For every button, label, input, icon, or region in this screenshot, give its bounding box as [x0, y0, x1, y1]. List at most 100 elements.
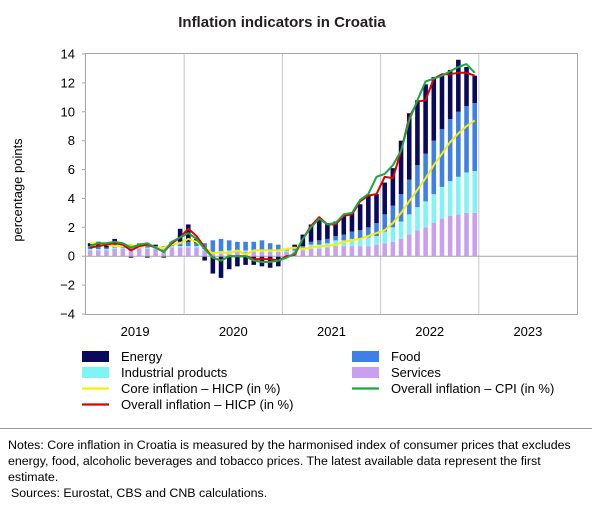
bar-industrial-products-2022-10 — [456, 176, 461, 215]
legend-label-overall-inflation-hicp-in: Overall inflation – HICP (in %) — [121, 397, 293, 412]
bar-services-2021-11 — [366, 246, 371, 257]
bar-energy-2019-08 — [145, 256, 150, 258]
y-tick-label: 2 — [68, 220, 75, 235]
bar-industrial-products-2021-09 — [349, 238, 355, 247]
y-tick-label: 4 — [68, 191, 75, 206]
bar-energy-2022-12 — [472, 75, 477, 104]
bar-industrial-products-2019-08 — [145, 247, 150, 249]
bar-energy-2019-06 — [128, 256, 134, 258]
bar-energy-2021-10 — [357, 204, 363, 231]
bar-services-2019-01 — [87, 250, 93, 257]
bar-energy-2020-08 — [243, 256, 248, 265]
bar-services-2021-01 — [284, 251, 289, 257]
bar-food-2020-10 — [259, 240, 265, 251]
bar-food-2022-01 — [382, 214, 387, 232]
bar-food-2022-04 — [406, 179, 412, 215]
bar-services-2020-05 — [218, 253, 224, 257]
bar-services-2019-03 — [104, 250, 109, 257]
bar-services-2019-04 — [112, 249, 117, 257]
y-tick-label: 0 — [68, 249, 75, 264]
bar-energy-2021-06 — [325, 223, 330, 239]
bar-services-2019-02 — [95, 250, 101, 257]
inflation-chart: Inflation indicators in Croatia −4 −2 0 2 4 6… — [0, 14, 592, 429]
bar-energy-2019-10 — [161, 256, 167, 258]
y-tick-label: 6 — [68, 162, 75, 177]
bar-energy-2021-11 — [366, 195, 371, 228]
bar-services-2021-03 — [300, 250, 306, 257]
bar-services-2022-03 — [398, 238, 404, 257]
bar-food-2020-11 — [267, 243, 273, 251]
bar-food-2020-01 — [186, 241, 191, 247]
bar-food-2022-12 — [472, 103, 477, 171]
bar-energy-2020-04 — [210, 256, 216, 274]
bar-food-2020-04 — [210, 240, 216, 252]
bar-food-2022-07 — [431, 140, 437, 195]
bar-energy-2021-02 — [292, 244, 297, 248]
bar-industrial-products-2022-11 — [464, 172, 469, 213]
legend-swatch-industrial-products — [82, 367, 109, 378]
legend-swatch-energy — [82, 351, 109, 362]
bar-industrial-products-2022-05 — [415, 207, 420, 231]
bar-energy-2021-07 — [333, 221, 338, 236]
bar-industrial-products-2020-06 — [226, 250, 232, 252]
bar-energy-2022-06 — [423, 84, 428, 154]
bar-food-2021-07 — [333, 236, 338, 241]
bar-industrial-products-2022-08 — [439, 186, 445, 219]
bar-services-2020-02 — [194, 247, 199, 257]
legend-label-food: Food — [391, 349, 421, 364]
bar-services-2021-04 — [308, 249, 314, 257]
legend-label-services: Services — [391, 365, 441, 380]
y-tick-label: 8 — [68, 133, 75, 148]
bar-services-2020-04 — [210, 253, 216, 257]
bar-industrial-products-2021-01 — [284, 250, 289, 252]
bar-services-2020-01 — [186, 247, 191, 257]
y-tick-label: 14 — [61, 47, 75, 62]
bar-energy-2022-01 — [382, 182, 387, 215]
bar-services-2022-08 — [439, 218, 445, 257]
y-tick-label: 12 — [61, 75, 75, 90]
bar-energy-2022-03 — [398, 140, 404, 195]
bar-food-2020-02 — [194, 243, 199, 247]
bar-services-2022-12 — [472, 212, 477, 257]
bar-industrial-products-2020-08 — [243, 250, 248, 252]
chart-title: Inflation indicators in Croatia — [178, 14, 386, 31]
legend-label-energy: Energy — [121, 349, 163, 364]
bar-food-2020-12 — [276, 244, 281, 251]
bar-food-2021-02 — [292, 247, 297, 251]
bar-services-2020-11 — [267, 251, 273, 257]
y-axis-ticks: −4 −2 0 2 4 6 8 10 12 14 — [60, 47, 86, 322]
bar-services-2022-04 — [406, 234, 412, 257]
inflation-lines — [89, 63, 476, 263]
bar-industrial-products-2022-06 — [423, 201, 428, 228]
bar-food-2022-11 — [464, 106, 469, 173]
bar-energy-2022-04 — [406, 113, 412, 180]
bar-services-2022-02 — [390, 241, 396, 257]
x-axis-ticks: 2019 2020 2021 2022 2023 — [121, 324, 543, 339]
bar-industrial-products-2022-09 — [447, 181, 453, 216]
bar-industrial-products-2019-03 — [104, 249, 109, 251]
bar-industrial-products-2021-10 — [357, 238, 363, 247]
legend-swatch-services — [352, 367, 379, 378]
bar-industrial-products-2021-12 — [374, 236, 379, 245]
bar-energy-2021-05 — [316, 220, 322, 241]
bar-energy-2020-05 — [218, 256, 224, 278]
plot-area — [85, 53, 578, 315]
bar-services-2020-07 — [235, 251, 240, 257]
y-tick-label: 10 — [61, 104, 75, 119]
bar-food-2021-11 — [366, 227, 371, 238]
bar-services-2022-09 — [447, 215, 453, 257]
bar-industrial-products-2019-01 — [87, 249, 93, 251]
legend-swatch-food — [352, 351, 379, 362]
bar-industrial-products-2021-02 — [292, 250, 297, 252]
bar-services-2022-01 — [382, 243, 387, 257]
bar-energy-2022-08 — [439, 74, 445, 130]
bar-industrial-products-2019-04 — [112, 247, 117, 249]
bar-services-2021-09 — [349, 246, 355, 257]
bar-food-2019-08 — [145, 244, 150, 248]
bar-services-2021-05 — [316, 249, 322, 257]
bar-services-2020-03 — [202, 250, 207, 257]
bar-energy-2022-05 — [415, 100, 420, 166]
bar-energy-2019-12 — [177, 228, 183, 242]
bar-industrial-products-2022-04 — [406, 214, 412, 235]
notes-text: Notes: Core inflation in Croatia is meas… — [8, 438, 571, 484]
